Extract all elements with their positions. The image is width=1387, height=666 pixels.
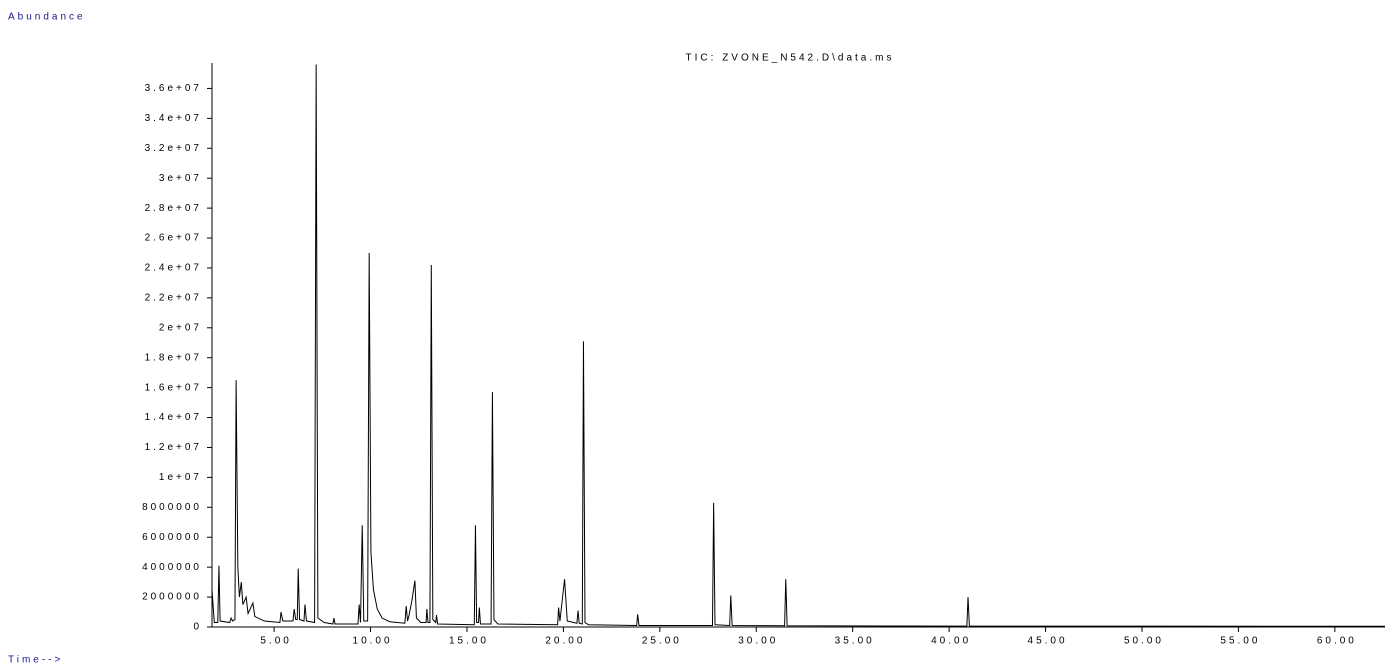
y-tick-label: 6000000 — [142, 532, 202, 543]
y-tick-label: 1.2e+07 — [145, 442, 202, 453]
y-tick-label: 3e+07 — [159, 173, 202, 184]
y-tick-label: 8000000 — [142, 502, 202, 513]
y-tick-label: 1.6e+07 — [145, 382, 202, 393]
x-tick-label: 15.00 — [449, 636, 489, 647]
y-tick-label: 3.2e+07 — [145, 143, 202, 154]
x-tick-label: 55.00 — [1220, 636, 1260, 647]
y-tick-label: 2.6e+07 — [145, 233, 202, 244]
x-tick-label: 40.00 — [931, 636, 971, 647]
trace — [211, 64, 1386, 627]
y-tick-label: 2.8e+07 — [145, 203, 202, 214]
x-tick-label: 60.00 — [1317, 636, 1357, 647]
y-tick-label: 2e+07 — [159, 322, 202, 333]
y-tick-label: 2000000 — [142, 592, 202, 603]
x-tick-label: 25.00 — [642, 636, 682, 647]
y-tick-label: 4000000 — [142, 562, 202, 573]
x-tick-label: 20.00 — [545, 636, 585, 647]
x-axis-label: Time--> — [8, 655, 63, 666]
x-tick-label: 30.00 — [738, 636, 778, 647]
y-tick-label: 3.4e+07 — [145, 113, 202, 124]
y-tick-label: 2.2e+07 — [145, 293, 202, 304]
chart-title: TIC: ZVONE_N542.D\data.ms — [686, 53, 895, 64]
y-tick-label: 0 — [193, 622, 202, 633]
y-tick-label: 1.8e+07 — [145, 352, 202, 363]
y-tick-label: 2.4e+07 — [145, 263, 202, 274]
y-axis-label: Abundance — [8, 12, 86, 23]
x-tick-label: 10.00 — [353, 636, 393, 647]
y-tick-label: 1e+07 — [159, 472, 202, 483]
x-tick-label: 5.00 — [260, 636, 291, 647]
x-tick-label: 35.00 — [835, 636, 875, 647]
x-tick-label: 45.00 — [1028, 636, 1068, 647]
y-tick-label: 3.6e+07 — [145, 83, 202, 94]
y-tick-label: 1.4e+07 — [145, 412, 202, 423]
x-tick-label: 50.00 — [1124, 636, 1164, 647]
